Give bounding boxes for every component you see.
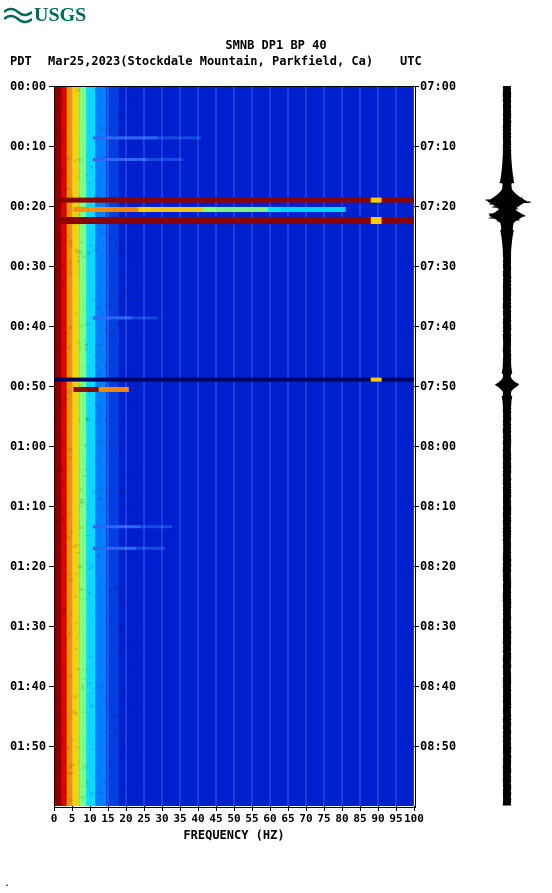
- y-tick-left: 00:40: [10, 319, 46, 333]
- x-tick: 70: [299, 812, 312, 825]
- y-tick-left: 01:20: [10, 559, 46, 573]
- y-tick-right: 07:40: [420, 319, 456, 333]
- x-tick: 55: [245, 812, 258, 825]
- footer-note: .: [4, 878, 10, 889]
- x-tick: 80: [335, 812, 348, 825]
- x-tick: 20: [119, 812, 132, 825]
- y-tick-left: 01:00: [10, 439, 46, 453]
- usgs-text: USGS: [34, 4, 86, 27]
- x-tick: 75: [317, 812, 330, 825]
- y-tick-left: 01:40: [10, 679, 46, 693]
- y-tick-left: 00:30: [10, 259, 46, 273]
- y-tick-right: 07:10: [420, 139, 456, 153]
- y-tick-left: 01:30: [10, 619, 46, 633]
- seismogram-trace: [476, 86, 538, 806]
- plot-title: SMNB DP1 BP 40: [0, 38, 552, 52]
- y-tick-right: 08:30: [420, 619, 456, 633]
- y-tick-right: 07:00: [420, 79, 456, 93]
- y-tick-left: 00:50: [10, 379, 46, 393]
- y-tick-left: 00:00: [10, 79, 46, 93]
- y-tick-left: 01:10: [10, 499, 46, 513]
- x-tick: 50: [227, 812, 240, 825]
- date-station-label: Mar25,2023(Stockdale Mountain, Parkfield…: [48, 54, 373, 68]
- wiggle-canvas: [476, 86, 538, 806]
- x-tick: 25: [137, 812, 150, 825]
- usgs-logo: USGS: [4, 4, 86, 27]
- y-tick-right: 08:40: [420, 679, 456, 693]
- x-tick: 0: [51, 812, 58, 825]
- spectrogram-canvas: [54, 86, 414, 806]
- y-tick-right: 08:20: [420, 559, 456, 573]
- y-tick-right: 08:00: [420, 439, 456, 453]
- y-tick-right: 08:50: [420, 739, 456, 753]
- y-tick-left: 00:20: [10, 199, 46, 213]
- y-tick-right: 07:20: [420, 199, 456, 213]
- x-tick: 45: [209, 812, 222, 825]
- x-tick: 100: [404, 812, 424, 825]
- x-tick: 35: [173, 812, 186, 825]
- y-tick-left: 01:50: [10, 739, 46, 753]
- wave-icon: [4, 6, 32, 26]
- x-tick: 40: [191, 812, 204, 825]
- spectrogram-plot: [54, 86, 414, 806]
- x-tick: 85: [353, 812, 366, 825]
- y-tick-left: 00:10: [10, 139, 46, 153]
- x-tick: 90: [371, 812, 384, 825]
- x-tick: 30: [155, 812, 168, 825]
- x-tick: 10: [83, 812, 96, 825]
- x-tick: 5: [69, 812, 76, 825]
- x-tick: 15: [101, 812, 114, 825]
- tz-right-label: UTC: [400, 54, 422, 68]
- x-tick: 65: [281, 812, 294, 825]
- x-tick: 95: [389, 812, 402, 825]
- tz-left-label: PDT: [10, 54, 32, 68]
- x-axis-label: FREQUENCY (HZ): [54, 828, 414, 842]
- y-tick-right: 07:50: [420, 379, 456, 393]
- y-tick-right: 08:10: [420, 499, 456, 513]
- x-tick: 60: [263, 812, 276, 825]
- y-tick-right: 07:30: [420, 259, 456, 273]
